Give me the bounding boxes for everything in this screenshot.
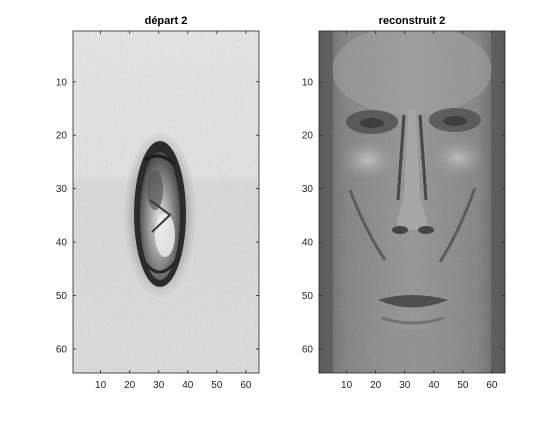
axes-frame — [72, 30, 260, 374]
x-tick-label: 10 — [341, 380, 353, 391]
axes-frame — [318, 30, 506, 374]
y-tick-label: 10 — [302, 77, 314, 88]
axes-title: départ 2 — [145, 15, 188, 27]
x-tick-label: 20 — [370, 380, 382, 391]
image-reconstruit-2 — [319, 31, 505, 373]
y-tick-label: 30 — [56, 184, 68, 195]
axes-2: reconstruit 2 10 20 30 40 50 60 10 20 30 40 50 60 — [302, 15, 506, 391]
x-tick-label: 60 — [240, 380, 252, 391]
y-tick-label: 60 — [56, 344, 68, 355]
x-tick-label: 30 — [153, 380, 165, 391]
x-tick-label: 60 — [486, 380, 498, 391]
y-tick-label: 60 — [302, 344, 314, 355]
y-tick-label: 50 — [302, 291, 314, 302]
image-depart-2 — [73, 31, 259, 373]
y-tick-label: 30 — [302, 184, 314, 195]
x-tick-label: 50 — [211, 380, 223, 391]
axes-1: départ 2 10 20 30 40 50 60 10 20 30 40 50 60 — [56, 15, 260, 391]
y-tick-label: 50 — [56, 291, 68, 302]
x-tick-label: 50 — [457, 380, 469, 391]
x-tick-label: 40 — [182, 380, 194, 391]
x-tick-label: 20 — [124, 380, 136, 391]
x-tick-label: 40 — [428, 380, 440, 391]
y-tick-label: 10 — [56, 77, 68, 88]
y-tick-label: 20 — [56, 131, 68, 142]
axes-title: reconstruit 2 — [379, 15, 446, 27]
x-tick-label: 10 — [95, 380, 107, 391]
y-tick-label: 40 — [302, 238, 314, 249]
y-tick-label: 40 — [56, 238, 68, 249]
y-tick-label: 20 — [302, 131, 314, 142]
x-tick-label: 30 — [399, 380, 411, 391]
